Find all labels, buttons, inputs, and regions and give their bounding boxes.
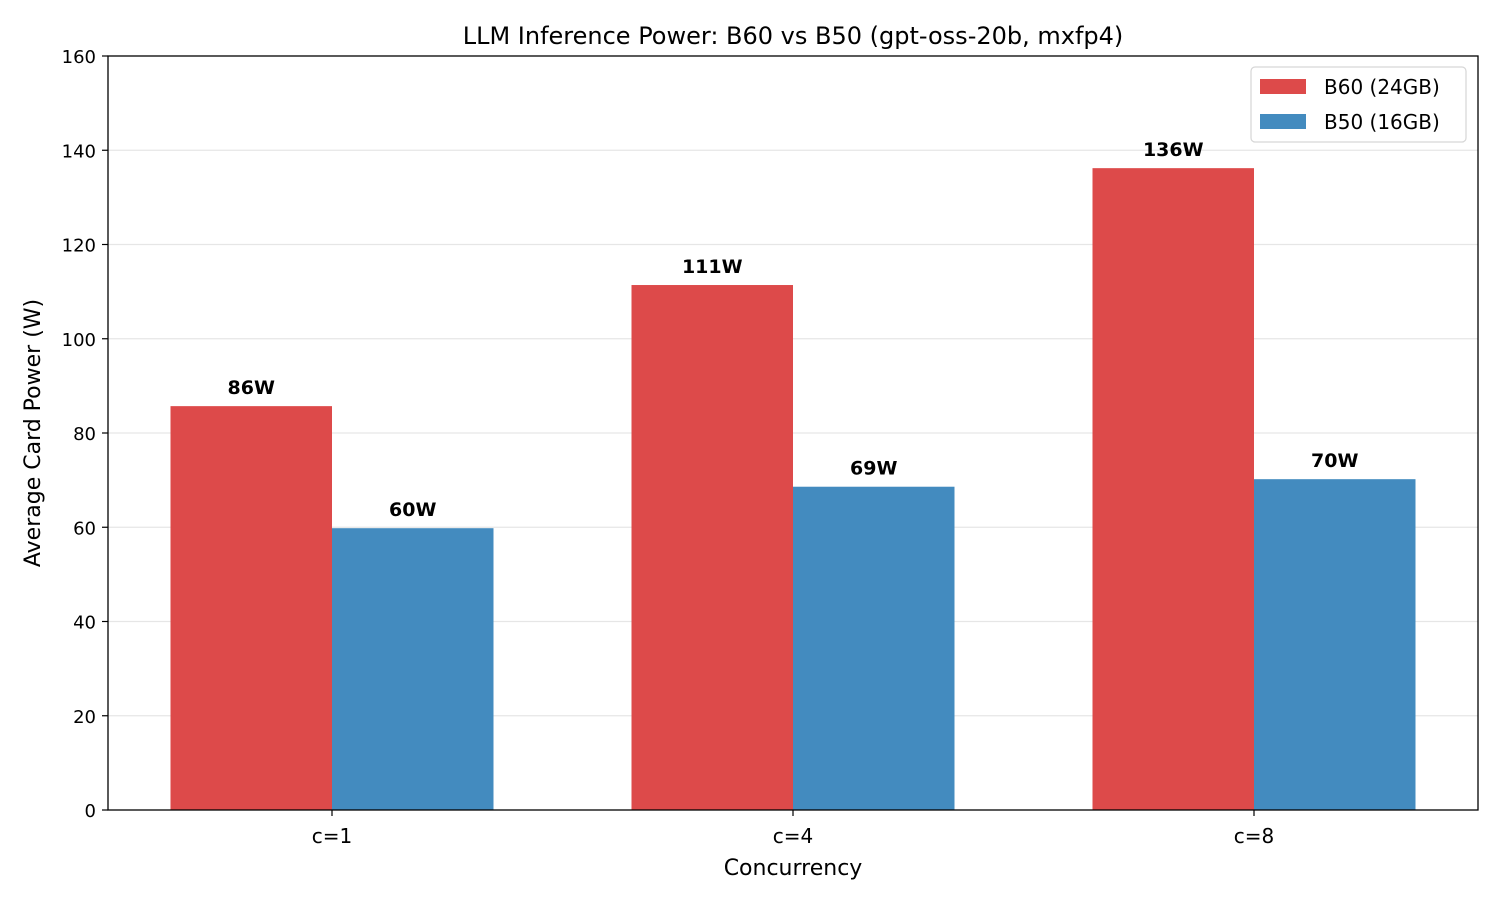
y-tick-label: 40 <box>73 613 96 634</box>
bar <box>1092 168 1254 811</box>
bar-labels: 86W 60W 111W 69W 136W 70W <box>228 139 1359 521</box>
y-tick-label: 120 <box>62 236 96 257</box>
y-tick-label: 100 <box>62 330 96 351</box>
bar-value-label: 60W <box>389 499 436 521</box>
chart-title: LLM Inference Power: B60 vs B50 (gpt-oss… <box>463 22 1124 50</box>
legend: B60 (24GB) B50 (16GB) <box>1250 66 1467 143</box>
y-tick-label: 0 <box>85 801 96 822</box>
bar-value-label: 70W <box>1311 450 1358 472</box>
bar-value-label: 86W <box>228 377 275 399</box>
bar <box>631 285 793 811</box>
legend-label: B50 (16GB) <box>1324 110 1440 134</box>
bar <box>332 528 494 810</box>
bar-value-label: 136W <box>1143 139 1204 161</box>
y-axis-label: Average Card Power (W) <box>21 299 46 567</box>
y-tick-label: 160 <box>62 47 96 68</box>
y-tick-label: 140 <box>62 141 96 162</box>
bar <box>1254 479 1416 810</box>
bar <box>793 486 955 810</box>
legend-swatch <box>1260 79 1306 94</box>
bars <box>170 168 1416 811</box>
bar-value-label: 69W <box>850 458 897 480</box>
legend-swatch <box>1260 114 1306 129</box>
bar-value-label: 111W <box>682 256 743 278</box>
x-axis: c=1 c=4 c=8 <box>312 810 1274 848</box>
y-tick-label: 60 <box>73 518 96 539</box>
x-tick-label: c=1 <box>312 824 352 848</box>
y-tick-label: 20 <box>73 707 96 728</box>
y-axis: 0 20 40 60 80 100 120 140 160 <box>62 47 108 822</box>
bar <box>170 406 332 810</box>
x-tick-label: c=4 <box>773 824 813 848</box>
x-tick-label: c=8 <box>1234 824 1274 848</box>
y-tick-label: 80 <box>73 424 96 445</box>
legend-label: B60 (24GB) <box>1324 75 1440 99</box>
x-axis-label: Concurrency <box>724 856 863 881</box>
